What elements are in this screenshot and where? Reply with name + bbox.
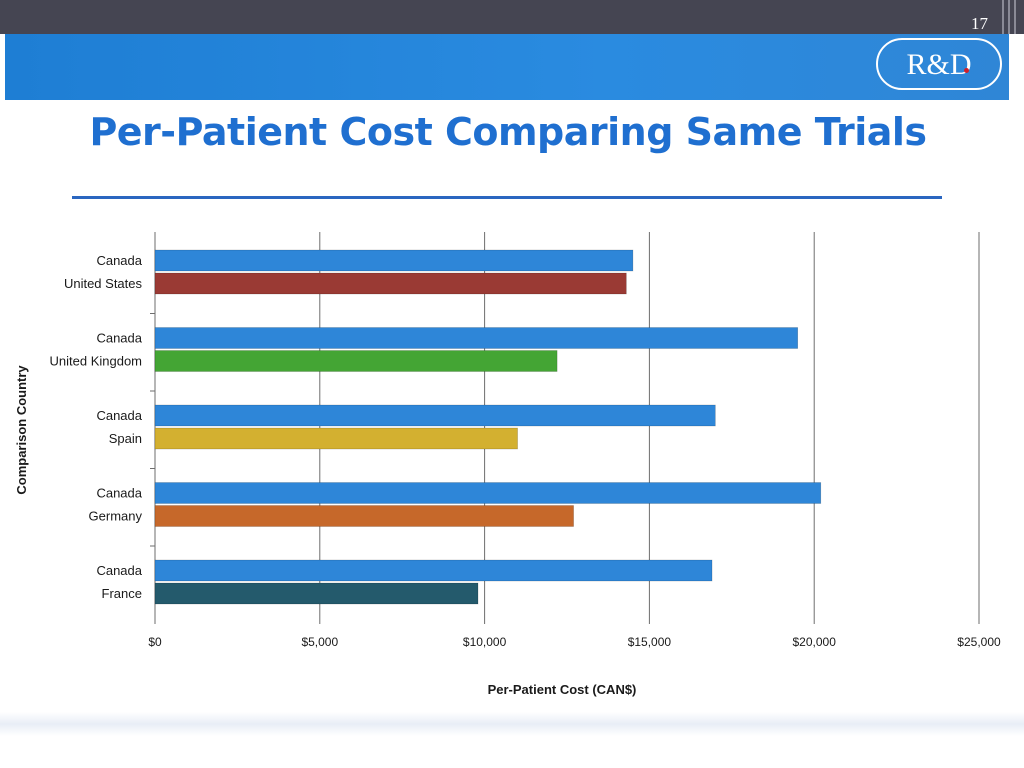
- rd-logo: R&D: [876, 38, 1002, 90]
- bar: [154, 272, 627, 295]
- x-tick-label: $0: [148, 635, 162, 649]
- bar: [154, 249, 634, 272]
- x-tick-label: $5,000: [301, 635, 338, 649]
- x-tick-label: $10,000: [463, 635, 507, 649]
- logo-dot: [964, 68, 969, 73]
- x-tick-label: $25,000: [957, 635, 1001, 649]
- y-category-label: Canada: [96, 331, 142, 346]
- y-category-label: Germany: [89, 509, 143, 524]
- page-title: Per-Patient Cost Comparing Same Trials: [89, 110, 927, 154]
- title-divider: [72, 196, 942, 199]
- x-tick-label: $20,000: [793, 635, 837, 649]
- header-banner: [5, 34, 1009, 100]
- bar: [154, 505, 574, 527]
- y-axis-title: Comparison Country: [14, 365, 29, 495]
- slide-number: 17: [971, 14, 988, 33]
- bar: [154, 350, 558, 372]
- bar: [154, 427, 518, 450]
- y-category-label: Canada: [96, 486, 142, 501]
- y-category-label: Canada: [96, 563, 142, 578]
- y-category-label: Canada: [96, 253, 142, 268]
- x-tick-label: $15,000: [628, 635, 672, 649]
- bar: [154, 559, 713, 582]
- y-category-label: Canada: [96, 408, 142, 423]
- bar: [154, 327, 799, 349]
- bar: [154, 582, 479, 605]
- decorative-stripes: [1000, 0, 1020, 34]
- x-axis-title: Per-Patient Cost (CAN$): [488, 682, 637, 697]
- y-category-label: United States: [64, 276, 143, 291]
- logo-text: R&D: [906, 48, 972, 81]
- bar: [154, 482, 822, 504]
- cost-bar-chart: $0 $5,000 $10,000 $15,000 $20,000 $25,000 Cana…: [14, 232, 1001, 697]
- y-category-label: Spain: [109, 431, 142, 446]
- bar: [154, 404, 716, 427]
- y-category-label: United Kingdom: [50, 354, 143, 369]
- top-bar: [0, 0, 1024, 34]
- bottom-fade: [0, 712, 1024, 736]
- y-category-label: France: [102, 586, 142, 601]
